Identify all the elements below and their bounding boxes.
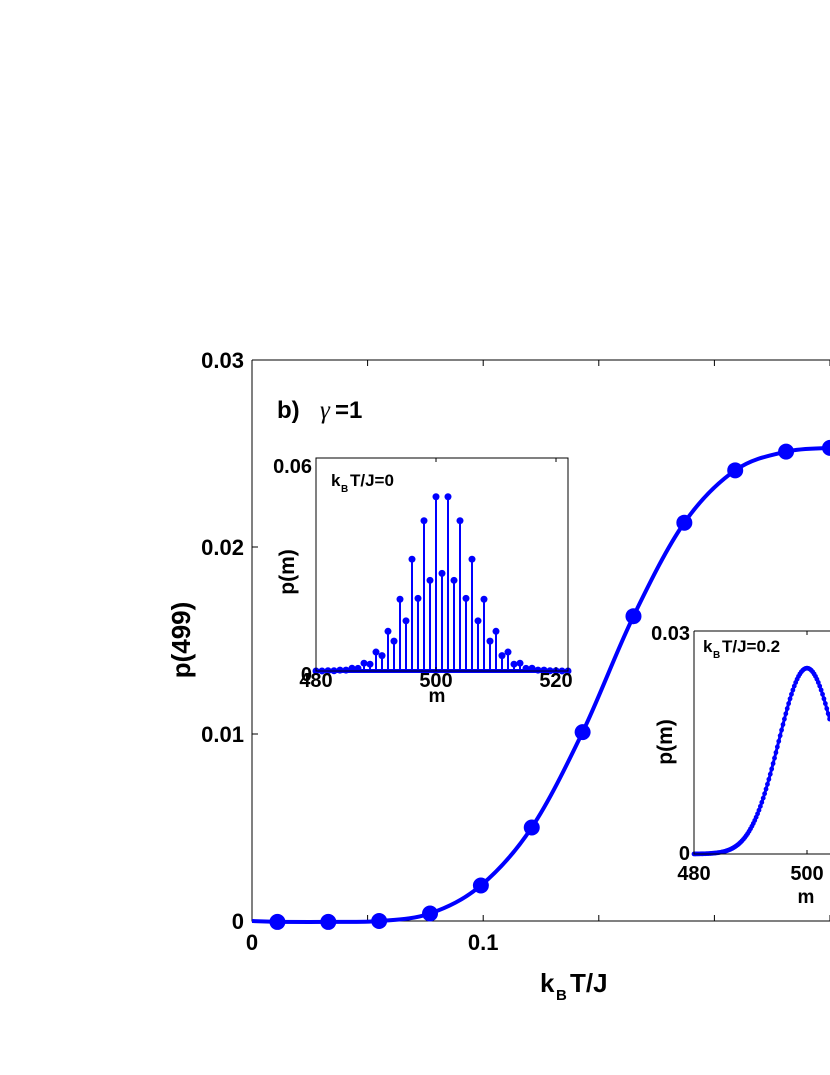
inset1-point bbox=[456, 517, 464, 525]
inset-chart-1: 480 500 520 0 0.06 k B T/J=0 p(m) m bbox=[273, 456, 573, 707]
inset1-x-tick-label: 500 bbox=[419, 670, 452, 692]
main-data-point bbox=[371, 913, 388, 929]
inset1-title-main: k bbox=[331, 471, 341, 490]
main-y-tick-label: 0.01 bbox=[201, 722, 244, 747]
inset1-y-label: p(m) bbox=[276, 549, 299, 595]
x-axis-label-sub: B bbox=[556, 987, 567, 1004]
inset1-x-label: m bbox=[429, 686, 446, 707]
main-y-tick-label: 0.02 bbox=[201, 535, 244, 560]
inset2-x-tick-label: 480 bbox=[677, 863, 710, 885]
inset1-point bbox=[402, 617, 410, 625]
inset1-point bbox=[504, 648, 512, 656]
inset1-title: k B T/J=0 bbox=[331, 471, 394, 495]
inset2-x-tick-label: 500 bbox=[790, 863, 823, 885]
x-axis-label-rest: T/J bbox=[570, 968, 608, 998]
inset1-point bbox=[486, 637, 494, 645]
inset1-point bbox=[408, 555, 416, 563]
x-axis-label: k B T/J bbox=[540, 968, 608, 1004]
main-data-point bbox=[778, 443, 795, 460]
main-data-point bbox=[822, 439, 830, 456]
inset2-y-tick-label: 0 bbox=[679, 843, 690, 865]
main-data-point bbox=[727, 462, 744, 479]
panel-gamma-symbol: γ bbox=[320, 397, 331, 424]
inset1-point bbox=[510, 660, 518, 668]
inset2-y-tick-label: 0.03 bbox=[651, 623, 690, 645]
inset1-point bbox=[474, 617, 482, 625]
inset2-title-sub: B bbox=[713, 650, 720, 661]
inset1-point bbox=[426, 576, 434, 584]
inset1-y-tick-label: 0.06 bbox=[273, 456, 312, 478]
inset2-ticks: 480 500 0 0.03 bbox=[651, 623, 824, 885]
inset1-point bbox=[516, 659, 524, 667]
inset1-ticks: 480 500 520 0 0.06 bbox=[273, 456, 573, 692]
main-data-point bbox=[625, 608, 642, 625]
inset2-title: k B T/J=0.2 bbox=[703, 637, 780, 661]
inset1-title-sub: B bbox=[341, 484, 348, 495]
main-data-point bbox=[523, 819, 540, 836]
inset1-point bbox=[366, 660, 374, 668]
main-data-point bbox=[269, 913, 286, 930]
inset1-point bbox=[438, 569, 446, 577]
inset1-x-tick-label: 520 bbox=[539, 670, 572, 692]
main-chart: 0 0.1 0 0.01 0.02 0.03 b) γ =1 p(499) k B T/J bbox=[166, 348, 830, 1004]
y-axis-label: p(499) bbox=[166, 602, 196, 679]
main-data-point bbox=[422, 905, 439, 922]
main-ticks: 0 0.1 0 0.01 0.02 0.03 bbox=[201, 348, 830, 955]
inset1-point bbox=[420, 517, 428, 525]
main-x-tick-label: 0 bbox=[246, 930, 258, 955]
inset1-point bbox=[498, 652, 506, 660]
main-y-tick-label: 0.03 bbox=[201, 348, 244, 373]
inset1-point bbox=[444, 493, 452, 501]
inset2-background bbox=[694, 631, 830, 854]
inset1-point bbox=[468, 555, 476, 563]
inset2-y-label: p(m) bbox=[654, 719, 677, 765]
inset-chart-2: 480 500 0 0.03 k B T/J=0.2 p(m) m bbox=[651, 623, 830, 908]
inset1-point bbox=[378, 652, 386, 660]
inset1-point bbox=[492, 627, 500, 635]
main-data-point bbox=[320, 913, 337, 930]
inset1-point bbox=[432, 493, 440, 501]
x-axis-label-main: k bbox=[540, 968, 555, 998]
main-data-point bbox=[574, 724, 591, 741]
inset2-title-rest: T/J=0.2 bbox=[722, 637, 780, 656]
inset2-curve bbox=[693, 666, 830, 856]
inset1-point bbox=[396, 595, 404, 603]
main-y-tick-label: 0 bbox=[232, 909, 244, 934]
main-x-tick-label: 0.1 bbox=[468, 930, 499, 955]
inset1-frame bbox=[315, 457, 569, 672]
inset2-title-main: k bbox=[703, 637, 713, 656]
panel-gamma-value: =1 bbox=[335, 397, 362, 424]
inset1-y-tick-label: 0 bbox=[301, 664, 312, 686]
inset1-point bbox=[390, 637, 398, 645]
inset1-point bbox=[384, 627, 392, 635]
inset1-series bbox=[312, 493, 572, 675]
inset1-point bbox=[360, 659, 368, 667]
inset1-point bbox=[414, 594, 422, 602]
inset1-point bbox=[372, 648, 380, 656]
inset1-point bbox=[462, 594, 470, 602]
inset1-point bbox=[450, 576, 458, 584]
main-data-point bbox=[676, 514, 693, 531]
inset1-x-tick-label: 480 bbox=[299, 670, 332, 692]
inset2-x-label: m bbox=[798, 887, 815, 908]
inset1-point bbox=[480, 595, 488, 603]
main-series bbox=[251, 439, 830, 930]
main-data-point bbox=[472, 877, 489, 894]
panel-label: b) bbox=[277, 397, 300, 424]
inset1-title-rest: T/J=0 bbox=[350, 471, 394, 490]
